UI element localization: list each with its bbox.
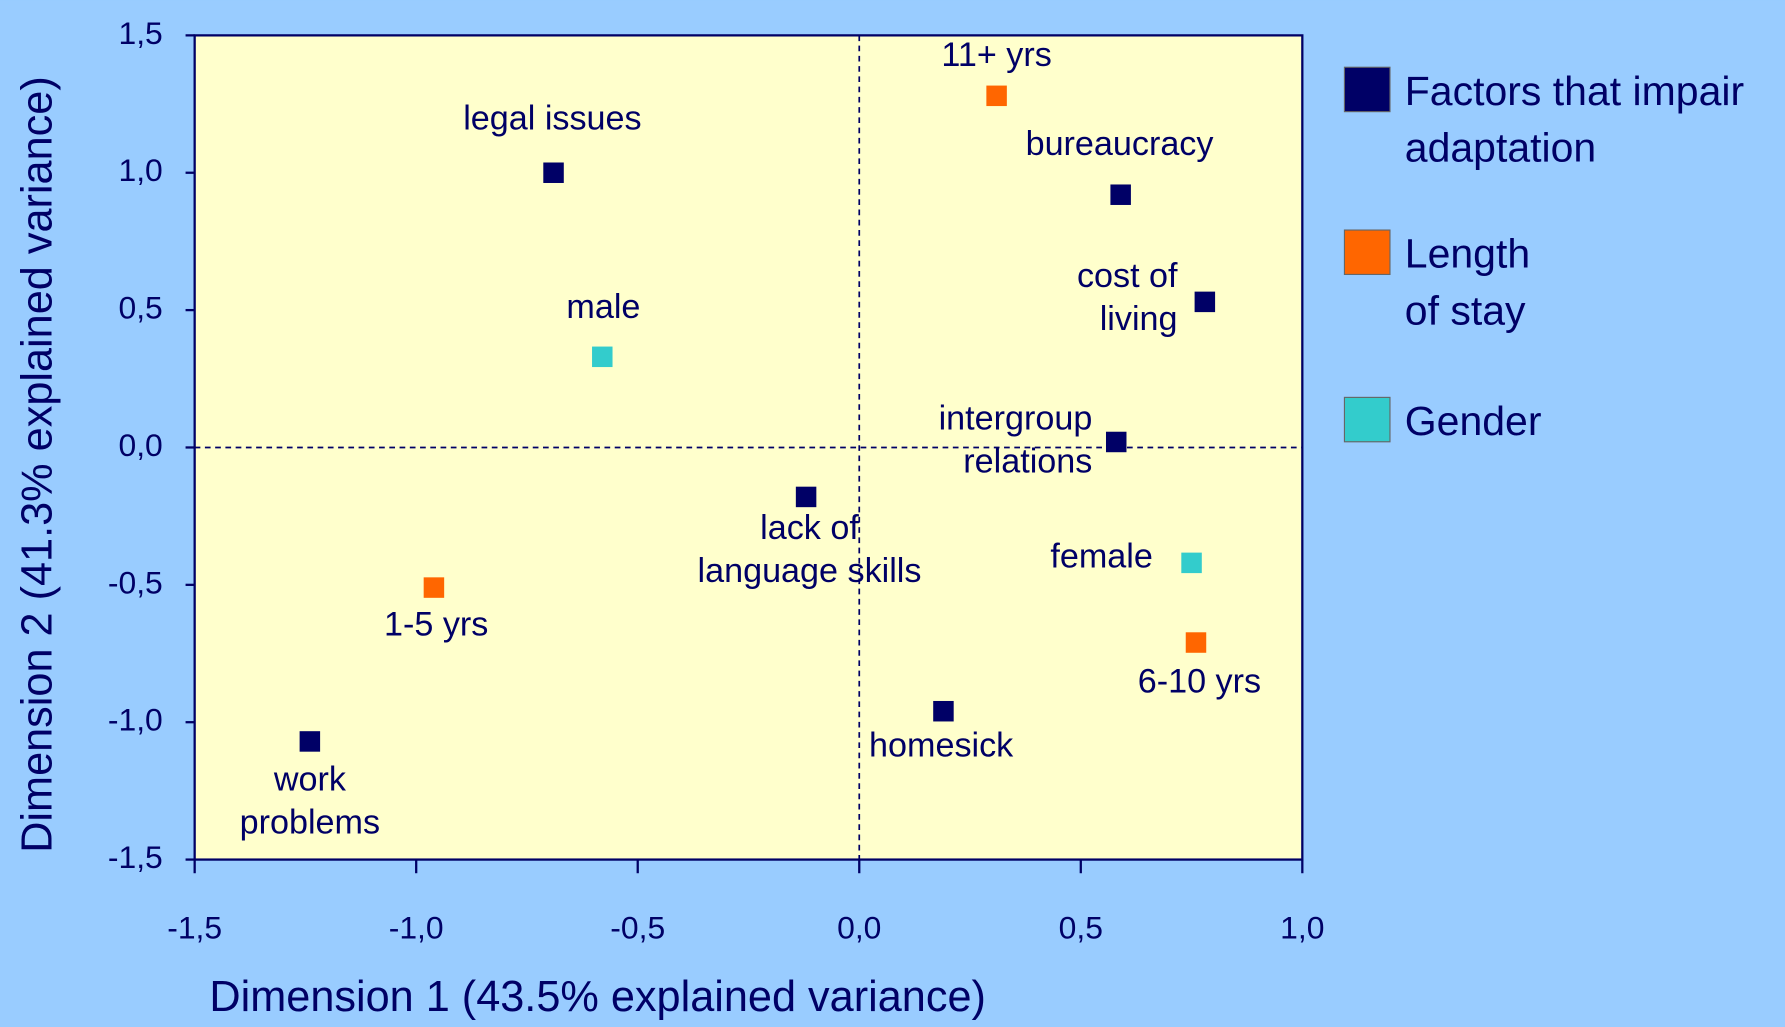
point-label: male bbox=[566, 288, 640, 326]
point bbox=[986, 85, 1007, 107]
point-label: living bbox=[1100, 300, 1178, 338]
point-label: 1-5 yrs bbox=[384, 605, 488, 643]
point-label: bureaucracy bbox=[1026, 125, 1214, 163]
point bbox=[592, 346, 613, 368]
x-tick-label: 0,0 bbox=[837, 910, 881, 946]
point-label: lack of bbox=[760, 509, 859, 547]
x-tick-label: 0,5 bbox=[1059, 910, 1103, 946]
point bbox=[933, 700, 954, 722]
point bbox=[543, 162, 564, 183]
point-label: work bbox=[273, 760, 347, 798]
legend-swatch bbox=[1343, 229, 1391, 276]
x-axis-title: Dimension 1 (43.5% explained variance) bbox=[209, 973, 986, 1021]
point-label: female bbox=[1050, 537, 1152, 575]
point bbox=[423, 577, 445, 598]
legend-label: Length of stay bbox=[1404, 230, 1531, 334]
point bbox=[1105, 431, 1127, 453]
legend-swatch bbox=[1343, 396, 1391, 443]
x-tick-label: -1,0 bbox=[389, 910, 444, 946]
legend-item: Factors that impair adaptation bbox=[1404, 67, 1745, 171]
point bbox=[1194, 291, 1216, 313]
legend-label: Factors that impair adaptation bbox=[1404, 67, 1745, 171]
point bbox=[795, 486, 817, 508]
y-tick-label: 1,0 bbox=[118, 152, 162, 188]
y-tick-label: 1,5 bbox=[118, 15, 162, 51]
point-label: relations bbox=[963, 443, 1092, 481]
point-label: 6-10 yrs bbox=[1138, 663, 1261, 701]
point-label: cost of bbox=[1077, 257, 1178, 295]
x-tick-label: -0,5 bbox=[610, 910, 665, 946]
point-label: homesick bbox=[869, 727, 1014, 765]
x-tick-label: 1,0 bbox=[1280, 910, 1324, 946]
point-label: legal issues bbox=[463, 99, 641, 137]
point bbox=[1185, 632, 1207, 653]
x-tick-label: -1,5 bbox=[167, 910, 222, 946]
y-tick-label: -1,0 bbox=[108, 702, 163, 738]
legend-label: Gender bbox=[1404, 397, 1542, 445]
y-tick-label: -0,5 bbox=[108, 564, 163, 600]
point-label: problems bbox=[240, 804, 380, 842]
point bbox=[1181, 552, 1202, 574]
legend-item: Gender bbox=[1404, 397, 1542, 445]
point bbox=[299, 731, 321, 752]
y-tick-label: -1,5 bbox=[108, 839, 163, 875]
y-axis-title: Dimension 2 (41.3% explained variance) bbox=[13, 76, 61, 853]
y-tick-label: 0,5 bbox=[118, 290, 162, 326]
legend-swatch bbox=[1343, 66, 1391, 113]
point bbox=[1110, 184, 1131, 205]
point-label: intergroup bbox=[939, 399, 1093, 437]
point-label: language skills bbox=[698, 552, 922, 590]
y-tick-label: 0,0 bbox=[118, 427, 162, 463]
point-label: 11+ yrs bbox=[941, 36, 1051, 74]
legend-item: Length of stay bbox=[1404, 230, 1531, 334]
